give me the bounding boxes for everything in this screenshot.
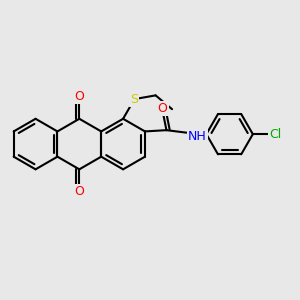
Text: Cl: Cl bbox=[269, 128, 282, 141]
Text: S: S bbox=[130, 93, 139, 106]
Text: O: O bbox=[74, 185, 84, 198]
Text: O: O bbox=[74, 90, 84, 104]
Text: NH: NH bbox=[188, 130, 207, 143]
Text: O: O bbox=[158, 102, 168, 115]
